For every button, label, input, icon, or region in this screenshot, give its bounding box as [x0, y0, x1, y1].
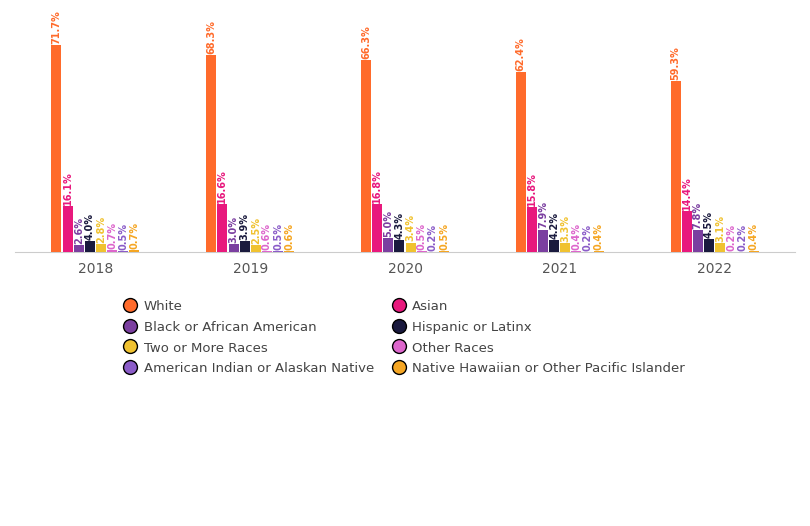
Bar [262, 251, 272, 252]
Text: 7.8%: 7.8% [693, 201, 703, 229]
Text: 0.5%: 0.5% [273, 223, 284, 250]
Bar [284, 251, 294, 252]
Bar [572, 251, 582, 252]
Bar [361, 60, 371, 252]
Bar [526, 207, 537, 252]
Text: 16.1%: 16.1% [62, 171, 73, 205]
Text: 3.4%: 3.4% [406, 215, 416, 241]
Bar [228, 244, 238, 252]
Bar [62, 206, 73, 252]
Bar [715, 244, 725, 252]
Text: 3.0%: 3.0% [228, 216, 238, 242]
Text: 66.3%: 66.3% [361, 26, 371, 59]
Text: 0.6%: 0.6% [262, 222, 272, 249]
Text: 0.4%: 0.4% [594, 223, 603, 250]
Text: 2.8%: 2.8% [96, 216, 106, 243]
Text: 0.7%: 0.7% [130, 222, 139, 249]
Legend: White, Black or African American, Two or More Races, American Indian or Alaskan : White, Black or African American, Two or… [120, 295, 690, 381]
Bar [240, 241, 249, 252]
Bar [383, 238, 394, 252]
Bar [561, 243, 570, 252]
Bar [394, 240, 404, 252]
Bar [538, 229, 548, 252]
Text: 0.4%: 0.4% [748, 223, 758, 250]
Bar [118, 251, 128, 252]
Bar [217, 205, 228, 252]
Bar [594, 251, 603, 252]
Text: 68.3%: 68.3% [207, 19, 216, 54]
Bar [52, 45, 62, 252]
Bar [251, 245, 261, 252]
Text: 0.2%: 0.2% [727, 224, 736, 251]
Bar [85, 241, 95, 252]
Text: 71.7%: 71.7% [52, 10, 62, 44]
Bar [207, 55, 216, 252]
Text: 0.2%: 0.2% [428, 224, 438, 251]
Text: 0.5%: 0.5% [439, 223, 449, 250]
Text: 0.2%: 0.2% [737, 224, 748, 251]
Text: 16.8%: 16.8% [372, 169, 382, 203]
Text: 0.7%: 0.7% [107, 222, 117, 249]
Text: 3.1%: 3.1% [715, 215, 725, 242]
Text: 0.2%: 0.2% [582, 224, 593, 251]
Bar [682, 211, 692, 252]
Text: 62.4%: 62.4% [516, 37, 526, 70]
Bar [130, 250, 139, 252]
Text: 2.6%: 2.6% [74, 217, 83, 244]
Bar [406, 242, 416, 252]
Text: 14.4%: 14.4% [682, 176, 692, 209]
Bar [704, 239, 714, 252]
Bar [416, 251, 427, 252]
Text: 3.3%: 3.3% [561, 215, 570, 242]
Text: 15.8%: 15.8% [526, 171, 537, 206]
Bar [748, 251, 758, 252]
Bar [107, 250, 117, 252]
Text: 5.0%: 5.0% [383, 210, 394, 237]
Text: 4.0%: 4.0% [85, 213, 95, 240]
Bar [671, 80, 680, 252]
Text: 0.6%: 0.6% [284, 222, 294, 249]
Text: 7.9%: 7.9% [538, 201, 548, 228]
Text: 4.2%: 4.2% [549, 212, 559, 239]
Text: 3.9%: 3.9% [240, 213, 249, 240]
Bar [549, 240, 559, 252]
Text: 59.3%: 59.3% [671, 46, 680, 79]
Text: 0.4%: 0.4% [572, 223, 582, 250]
Bar [96, 244, 106, 252]
Bar [273, 251, 284, 252]
Bar [439, 251, 449, 252]
Text: 4.3%: 4.3% [394, 212, 404, 239]
Text: 16.6%: 16.6% [217, 169, 228, 203]
Text: 4.5%: 4.5% [704, 211, 714, 238]
Text: 0.5%: 0.5% [416, 223, 427, 250]
Bar [372, 204, 382, 252]
Text: 0.5%: 0.5% [118, 223, 128, 250]
Bar [516, 72, 526, 252]
Text: 2.5%: 2.5% [251, 217, 261, 244]
Bar [693, 230, 703, 252]
Bar [74, 245, 83, 252]
